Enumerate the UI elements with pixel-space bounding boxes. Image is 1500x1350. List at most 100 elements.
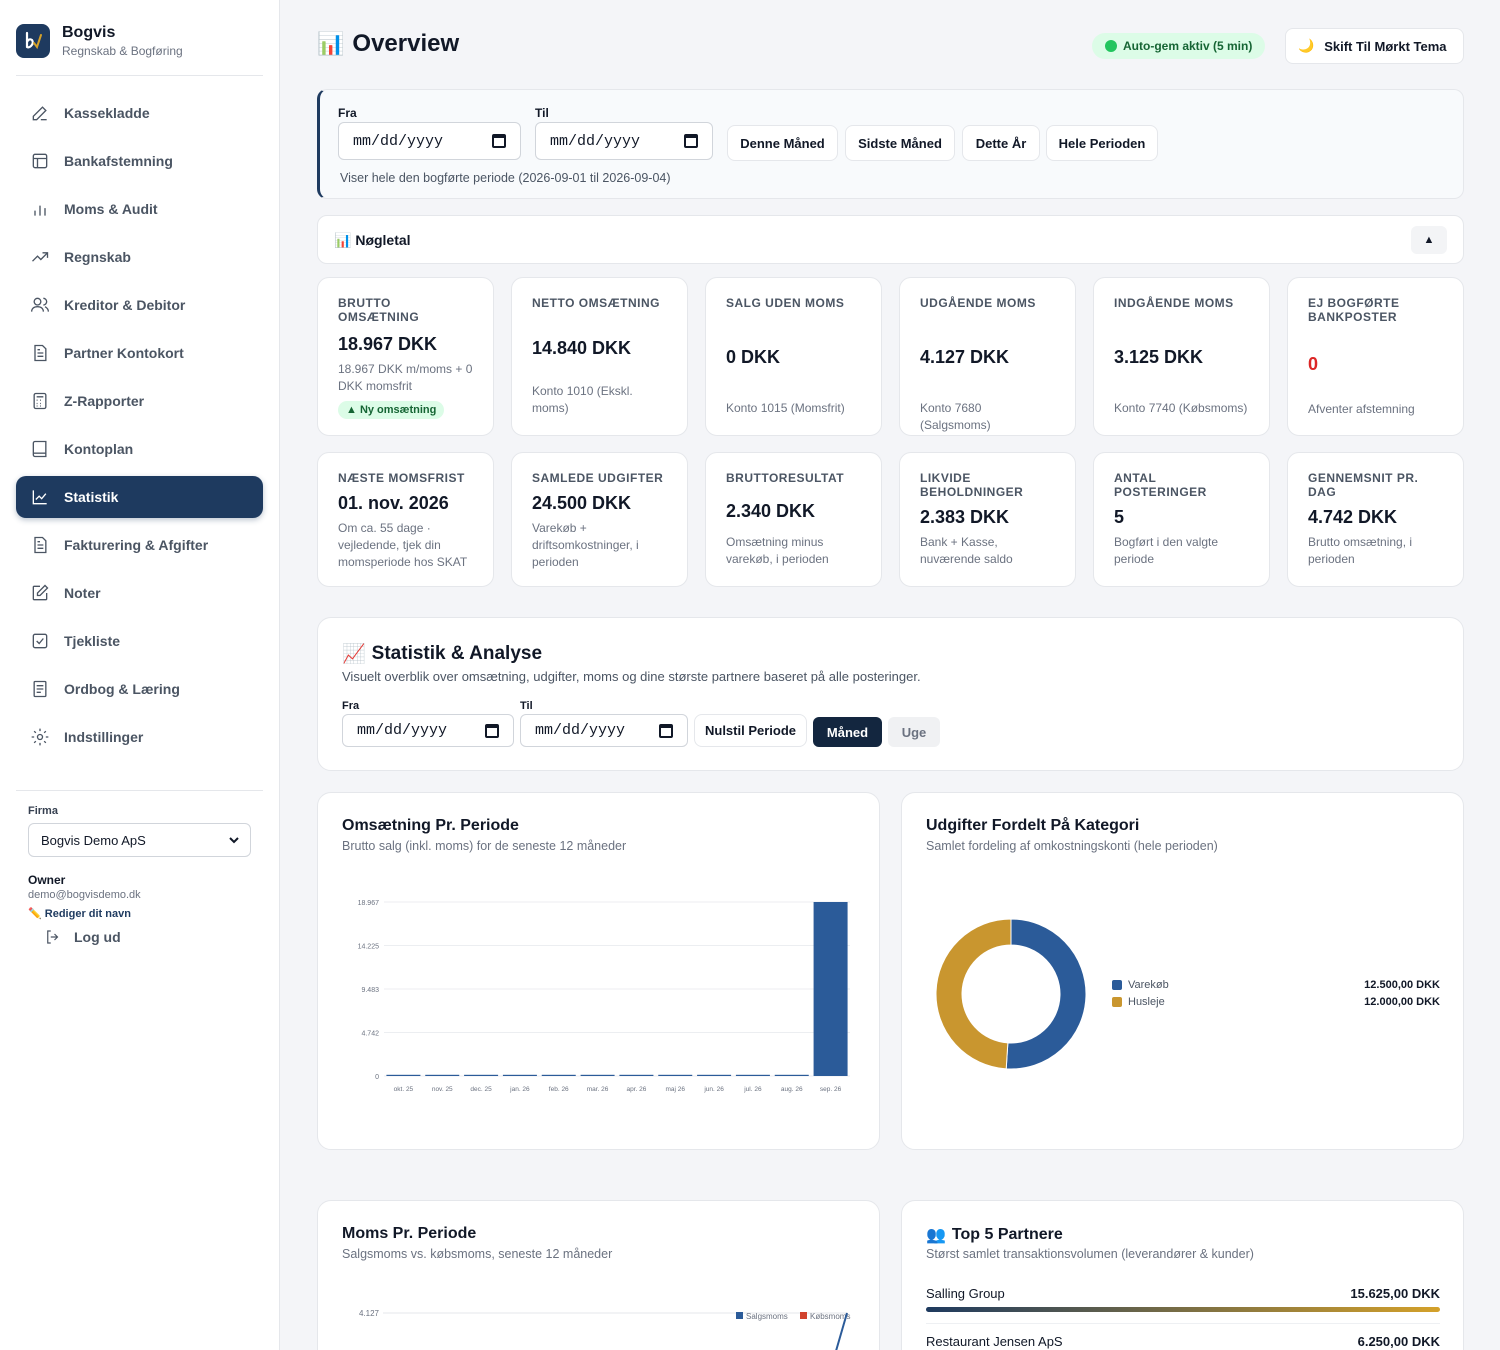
sidebar-item-fakturering-afgifter[interactable]: Fakturering & Afgifter <box>16 524 263 566</box>
reset-period-button[interactable]: Nulstil Periode <box>694 714 807 747</box>
sidebar-item-kassekladde[interactable]: Kassekladde <box>16 92 263 134</box>
calendar-icon[interactable] <box>684 134 698 148</box>
sidebar-item-kontoplan[interactable]: Kontoplan <box>16 428 263 470</box>
kpi-card-label: Antal Posteringer <box>1114 471 1207 499</box>
sidebar-item-moms-audit[interactable]: Moms & Audit <box>16 188 263 230</box>
line-chart-icon <box>32 490 47 505</box>
stats-to-date-input[interactable]: mm/dd/yyyy <box>520 714 688 747</box>
bar[interactable] <box>774 1074 809 1076</box>
kpi-card: Samlede Udgifter 24.500 DKK Varekøb + dr… <box>511 452 688 587</box>
calendar-icon[interactable] <box>485 723 499 738</box>
file-text-icon <box>34 344 47 362</box>
sidebar-item-label: Fakturering & Afgifter <box>64 537 209 553</box>
from-date-input[interactable]: mm/dd/yyyy <box>338 122 521 160</box>
partner-item[interactable]: Restaurant Jensen ApS 6.250,00 DKK <box>926 1334 1440 1349</box>
people-icon: 👥 <box>926 1227 946 1244</box>
legend-label: Varekøb <box>1128 979 1169 991</box>
legend-label: Husleje <box>1128 996 1165 1008</box>
kpi-card-sub: Bogført i den valgte periode <box>1114 535 1219 566</box>
x-tick-label: jan. 26 <box>509 1086 530 1093</box>
stats-from-date-input[interactable]: mm/dd/yyyy <box>342 714 514 747</box>
sidebar-item-partner-kontokort[interactable]: Partner Kontokort <box>16 332 263 374</box>
kpi-card: Udgående Moms 4.127 DKK Konto 7680 (Salg… <box>899 277 1076 436</box>
stats-to-placeholder: mm/dd/yyyy <box>535 722 626 739</box>
legend-swatch <box>1112 997 1122 1007</box>
bar[interactable] <box>386 1074 421 1076</box>
y-tick-label: 0 <box>375 1074 379 1081</box>
kpi-card-label: Udgående Moms <box>920 296 1036 310</box>
y-tick-label: 14.225 <box>358 944 380 951</box>
legend-item-husleje: Husleje 12.000,00 DKK <box>1112 996 1440 1008</box>
sidebar-nav: Kassekladde Bankafstemning Moms & Audit … <box>16 92 263 764</box>
last-month-button[interactable]: Sidste Måned <box>845 125 955 161</box>
sidebar-item-noter[interactable]: Noter <box>16 572 263 614</box>
bar[interactable] <box>697 1074 732 1076</box>
divider <box>16 790 263 791</box>
kpi-card: Likvide Beholdninger 2.383 DKK Bank + Ka… <box>899 452 1076 587</box>
bar[interactable] <box>502 1074 537 1076</box>
this-year-button[interactable]: Dette År <box>962 125 1040 161</box>
bar[interactable] <box>735 1074 770 1076</box>
book-open-icon <box>33 680 47 698</box>
page-title-text: Overview <box>352 30 460 57</box>
check-square-icon <box>32 633 48 649</box>
moon-icon: 🌙 <box>1298 38 1315 53</box>
sidebar-item-kreditor-debitor[interactable]: Kreditor & Debitor <box>16 284 263 326</box>
vat-line-chart: 4.127 Salgsmoms Købsmoms <box>359 1309 850 1350</box>
partners-title: 👥 Top 5 Partnere <box>926 1225 1063 1245</box>
bar[interactable] <box>541 1074 576 1076</box>
to-date-input[interactable]: mm/dd/yyyy <box>535 122 713 160</box>
legend-value: 12.000,00 DKK <box>1364 996 1440 1008</box>
calendar-icon[interactable] <box>492 134 506 148</box>
bar[interactable] <box>658 1074 693 1076</box>
brand[interactable]: Bogvis Regnskab & Bogføring <box>16 24 183 58</box>
edit-name-link[interactable]: ✏️ Rediger dit navn <box>28 907 251 920</box>
sidebar-item-ordbog-laering[interactable]: Ordbog & Læring <box>16 668 263 710</box>
sidebar-item-regnskab[interactable]: Regnskab <box>16 236 263 278</box>
bar[interactable] <box>425 1074 460 1076</box>
x-tick-label: mar. 26 <box>587 1086 609 1093</box>
kpi-card: Salg Uden Moms 0 DKK Konto 1015 (Momsfri… <box>705 277 882 436</box>
partner-item[interactable]: Salling Group 15.625,00 DKK <box>926 1286 1440 1324</box>
legend-swatch-salgsmoms <box>736 1312 743 1319</box>
bar[interactable] <box>813 902 848 1076</box>
pie-slice[interactable] <box>1005 918 1087 1070</box>
chevron-up-icon: ▲ <box>1423 234 1435 246</box>
collapse-toggle-button[interactable]: ▲ <box>1411 226 1447 254</box>
kpi-card-sub: Brutto omsætning, i perioden <box>1308 535 1413 566</box>
this-month-button[interactable]: Denne Måned <box>727 125 838 161</box>
whole-period-button[interactable]: Hele Perioden <box>1046 125 1158 161</box>
bar[interactable] <box>580 1074 615 1076</box>
sidebar-item-z-rapporter[interactable]: Z-Rapporter <box>16 380 263 422</box>
sidebar-item-label: Bankafstemning <box>64 153 173 169</box>
kpi-card-sub: Omsætning minus varekøb, i perioden <box>726 535 829 566</box>
week-toggle-button[interactable]: Uge <box>888 717 940 747</box>
sidebar-item-tjekliste[interactable]: Tjekliste <box>16 620 263 662</box>
month-toggle-button[interactable]: Måned <box>813 717 882 747</box>
kpi-card-badge: ▲ Ny omsætning <box>338 401 445 419</box>
bar[interactable] <box>464 1074 499 1076</box>
kpi-card-label: Netto Omsætning <box>532 296 660 310</box>
user-role: Owner <box>28 873 66 887</box>
sidebar-item-label: Kassekladde <box>64 105 150 121</box>
pie-slice[interactable] <box>935 918 1012 1070</box>
dark-theme-button[interactable]: 🌙 Skift Til Mørkt Tema <box>1285 28 1464 64</box>
logout-button[interactable]: Log ud <box>44 928 121 946</box>
kpi-card: Bruttoresultat 2.340 DKK Omsætning minus… <box>705 452 882 587</box>
book-icon <box>32 440 47 458</box>
sidebar-item-bankafstemning[interactable]: Bankafstemning <box>16 140 263 182</box>
kpi-section-header[interactable]: 📊 Nøgletal ▲ <box>317 215 1464 264</box>
trending-up-icon <box>32 252 49 262</box>
sidebar-item-indstillinger[interactable]: Indstillinger <box>16 716 263 758</box>
kpi-card-label: Indgående Moms <box>1114 296 1234 310</box>
kpi-card-sub: Bank + Kasse, nuværende saldo <box>920 535 1013 566</box>
bar[interactable] <box>619 1074 654 1076</box>
vat-chart-subtitle: Salgsmoms vs. købsmoms, seneste 12 måned… <box>342 1247 613 1261</box>
kpi-card: Antal Posteringer 5 Bogført i den valgte… <box>1093 452 1270 587</box>
company-select[interactable]: Bogvis Demo ApS <box>28 823 251 857</box>
stats-from-label: Fra <box>342 700 360 712</box>
calendar-icon[interactable] <box>659 723 673 738</box>
x-tick-label: sep. 26 <box>820 1086 842 1093</box>
expense-chart-subtitle: Samlet fordeling af omkostningskonti (he… <box>926 839 1218 853</box>
sidebar-item-statistik[interactable]: Statistik <box>16 476 263 518</box>
